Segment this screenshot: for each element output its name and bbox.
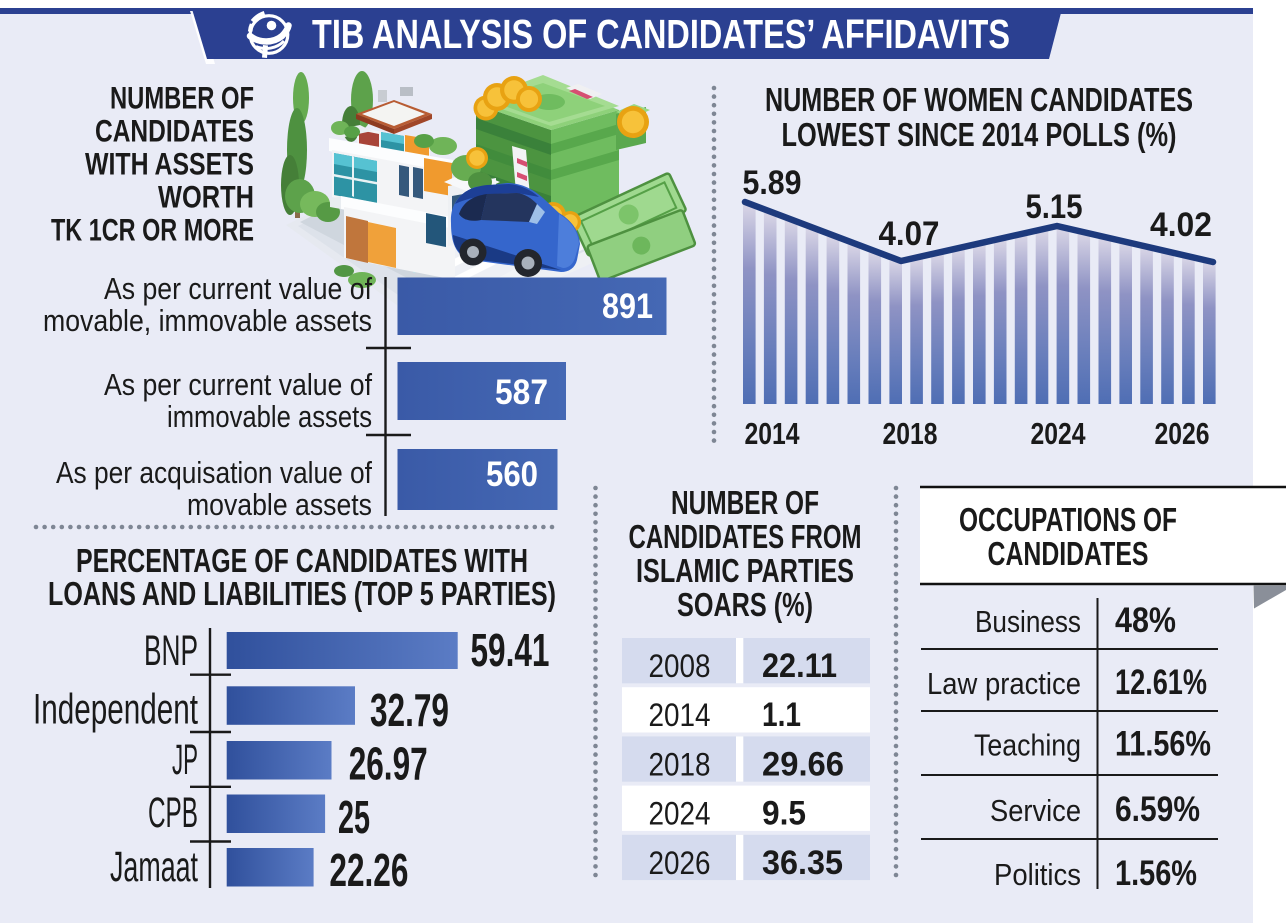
svg-text:5.89: 5.89 — [743, 164, 802, 202]
svg-text:TK 1CR OR MORE: TK 1CR OR MORE — [51, 212, 254, 248]
svg-text:LOWEST SINCE 2014 POLLS (%): LOWEST SINCE 2014 POLLS (%) — [782, 117, 1177, 154]
svg-text:2024: 2024 — [1031, 416, 1087, 451]
svg-text:2024: 2024 — [649, 796, 711, 832]
svg-text:4.02: 4.02 — [1150, 206, 1212, 244]
svg-text:As per acquisation value of: As per acquisation value of — [56, 455, 372, 490]
svg-text:Law practice: Law practice — [927, 666, 1081, 701]
svg-text:ISLAMIC PARTIES: ISLAMIC PARTIES — [636, 553, 854, 590]
svg-text:Teaching: Teaching — [974, 728, 1081, 763]
svg-text:587: 587 — [495, 373, 548, 412]
svg-text:891: 891 — [602, 287, 653, 326]
svg-text:Service: Service — [990, 793, 1081, 828]
svg-text:Jamaat: Jamaat — [110, 843, 198, 891]
svg-text:JP: JP — [172, 736, 198, 784]
svg-text:OCCUPATIONS OF: OCCUPATIONS OF — [959, 502, 1177, 539]
svg-text:movable, immovable assets: movable, immovable assets — [43, 303, 372, 338]
svg-text:1.56%: 1.56% — [1115, 854, 1197, 893]
svg-text:25: 25 — [338, 791, 370, 843]
svg-text:Politics: Politics — [994, 857, 1081, 892]
svg-text:2026: 2026 — [1155, 416, 1210, 451]
svg-text:Independent: Independent — [33, 686, 198, 734]
svg-text:4.07: 4.07 — [879, 215, 940, 253]
svg-text:22.11: 22.11 — [762, 647, 837, 685]
svg-text:5.15: 5.15 — [1026, 188, 1083, 226]
svg-text:2008: 2008 — [649, 648, 711, 684]
svg-text:WORTH: WORTH — [158, 179, 254, 215]
svg-text:1.1: 1.1 — [762, 696, 801, 734]
svg-text:560: 560 — [486, 455, 538, 494]
svg-text:As per current value of: As per current value of — [104, 367, 372, 402]
svg-text:11.56%: 11.56% — [1115, 725, 1211, 764]
svg-text:LOANS AND LIABILITIES (TOP 5 P: LOANS AND LIABILITIES (TOP 5 PARTIES) — [48, 576, 556, 613]
svg-text:PERCENTAGE OF CANDIDATES WITH: PERCENTAGE OF CANDIDATES WITH — [76, 543, 528, 580]
svg-text:CPB: CPB — [148, 789, 198, 837]
svg-text:TIB ANALYSIS OF CANDIDATES’ AF: TIB ANALYSIS OF CANDIDATES’ AFFIDAVITS — [312, 11, 1010, 57]
svg-text:6.59%: 6.59% — [1115, 790, 1200, 829]
svg-text:22.26: 22.26 — [329, 844, 408, 896]
svg-text:movable assets: movable assets — [187, 487, 372, 522]
svg-text:SOARS (%): SOARS (%) — [677, 587, 813, 624]
svg-text:2018: 2018 — [883, 416, 938, 451]
svg-text:immovable assets: immovable assets — [167, 399, 372, 434]
svg-text:9.5: 9.5 — [762, 795, 806, 833]
svg-text:NUMBER OF WOMEN CANDIDATES: NUMBER OF WOMEN CANDIDATES — [765, 82, 1193, 119]
svg-text:CANDIDATES: CANDIDATES — [95, 113, 254, 149]
svg-text:26.97: 26.97 — [349, 738, 428, 790]
svg-text:2014: 2014 — [745, 416, 801, 451]
svg-text:2014: 2014 — [649, 697, 711, 733]
svg-text:29.66: 29.66 — [762, 745, 844, 783]
svg-text:59.41: 59.41 — [471, 624, 550, 676]
svg-text:BNP: BNP — [144, 627, 198, 675]
svg-text:CANDIDATES: CANDIDATES — [988, 536, 1149, 573]
svg-text:2018: 2018 — [649, 746, 711, 782]
svg-text:2026: 2026 — [649, 845, 711, 881]
svg-text:Business: Business — [975, 604, 1081, 639]
svg-text:As per current value of: As per current value of — [104, 271, 372, 306]
svg-text:CANDIDATES FROM: CANDIDATES FROM — [629, 519, 862, 556]
svg-text:NUMBER OF: NUMBER OF — [671, 485, 819, 522]
svg-text:36.35: 36.35 — [762, 844, 843, 882]
svg-text:48%: 48% — [1115, 601, 1176, 640]
svg-text:32.79: 32.79 — [370, 684, 449, 736]
svg-text:12.61%: 12.61% — [1115, 663, 1207, 702]
svg-text:WITH ASSETS: WITH ASSETS — [85, 146, 254, 182]
svg-text:NUMBER OF: NUMBER OF — [110, 80, 254, 116]
